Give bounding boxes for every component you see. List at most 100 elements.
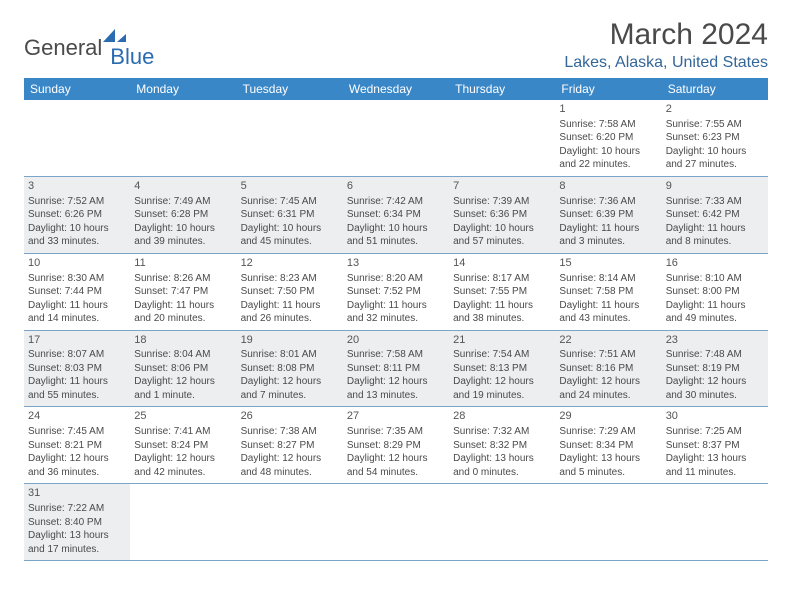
daylight-text: Daylight: 13 hours and 5 minutes. [559, 452, 657, 479]
daylight-text: Daylight: 12 hours and 30 minutes. [666, 375, 764, 402]
daylight-text: Daylight: 10 hours and 33 minutes. [28, 222, 126, 249]
calendar-cell: 4Sunrise: 7:49 AMSunset: 6:28 PMDaylight… [130, 176, 236, 253]
sunrise-text: Sunrise: 7:49 AM [134, 195, 232, 209]
day-number: 20 [347, 333, 445, 348]
sunrise-text: Sunrise: 8:26 AM [134, 272, 232, 286]
daylight-text: Daylight: 11 hours and 32 minutes. [347, 299, 445, 326]
daylight-text: Daylight: 12 hours and 36 minutes. [28, 452, 126, 479]
sunset-text: Sunset: 6:20 PM [559, 131, 657, 145]
calendar-cell: 10Sunrise: 8:30 AMSunset: 7:44 PMDayligh… [24, 253, 130, 330]
sunset-text: Sunset: 6:34 PM [347, 208, 445, 222]
daylight-text: Daylight: 12 hours and 42 minutes. [134, 452, 232, 479]
sunrise-text: Sunrise: 8:17 AM [453, 272, 551, 286]
sunrise-text: Sunrise: 7:29 AM [559, 425, 657, 439]
daylight-text: Daylight: 11 hours and 49 minutes. [666, 299, 764, 326]
day-number: 2 [666, 102, 764, 117]
sunset-text: Sunset: 6:42 PM [666, 208, 764, 222]
calendar-cell: 28Sunrise: 7:32 AMSunset: 8:32 PMDayligh… [449, 407, 555, 484]
day-number: 21 [453, 333, 551, 348]
dayheader: Monday [130, 78, 236, 100]
day-number: 11 [134, 256, 232, 271]
daylight-text: Daylight: 10 hours and 39 minutes. [134, 222, 232, 249]
calendar-cell: 23Sunrise: 7:48 AMSunset: 8:19 PMDayligh… [662, 330, 768, 407]
day-number: 1 [559, 102, 657, 117]
calendar-table: Sunday Monday Tuesday Wednesday Thursday… [24, 78, 768, 561]
sunrise-text: Sunrise: 8:01 AM [241, 348, 339, 362]
sunset-text: Sunset: 6:28 PM [134, 208, 232, 222]
daylight-text: Daylight: 12 hours and 54 minutes. [347, 452, 445, 479]
day-number: 9 [666, 179, 764, 194]
sunrise-text: Sunrise: 7:41 AM [134, 425, 232, 439]
sunrise-text: Sunrise: 7:22 AM [28, 502, 126, 516]
daylight-text: Daylight: 11 hours and 38 minutes. [453, 299, 551, 326]
calendar-cell: 12Sunrise: 8:23 AMSunset: 7:50 PMDayligh… [237, 253, 343, 330]
calendar-cell [130, 484, 236, 561]
day-number: 25 [134, 409, 232, 424]
calendar-row: 31Sunrise: 7:22 AMSunset: 8:40 PMDayligh… [24, 484, 768, 561]
calendar-cell: 6Sunrise: 7:42 AMSunset: 6:34 PMDaylight… [343, 176, 449, 253]
daylight-text: Daylight: 10 hours and 51 minutes. [347, 222, 445, 249]
daylight-text: Daylight: 13 hours and 11 minutes. [666, 452, 764, 479]
sunrise-text: Sunrise: 8:14 AM [559, 272, 657, 286]
daylight-text: Daylight: 13 hours and 0 minutes. [453, 452, 551, 479]
sunset-text: Sunset: 8:13 PM [453, 362, 551, 376]
day-number: 18 [134, 333, 232, 348]
daylight-text: Daylight: 11 hours and 8 minutes. [666, 222, 764, 249]
day-number: 14 [453, 256, 551, 271]
daylight-text: Daylight: 11 hours and 26 minutes. [241, 299, 339, 326]
calendar-cell: 16Sunrise: 8:10 AMSunset: 8:00 PMDayligh… [662, 253, 768, 330]
daylight-text: Daylight: 10 hours and 22 minutes. [559, 145, 657, 172]
calendar-cell: 20Sunrise: 7:58 AMSunset: 8:11 PMDayligh… [343, 330, 449, 407]
calendar-cell: 30Sunrise: 7:25 AMSunset: 8:37 PMDayligh… [662, 407, 768, 484]
daylight-text: Daylight: 10 hours and 45 minutes. [241, 222, 339, 249]
calendar-cell: 29Sunrise: 7:29 AMSunset: 8:34 PMDayligh… [555, 407, 661, 484]
day-number: 17 [28, 333, 126, 348]
sunset-text: Sunset: 7:55 PM [453, 285, 551, 299]
daylight-text: Daylight: 12 hours and 13 minutes. [347, 375, 445, 402]
sunrise-text: Sunrise: 8:07 AM [28, 348, 126, 362]
daylight-text: Daylight: 11 hours and 20 minutes. [134, 299, 232, 326]
calendar-cell: 18Sunrise: 8:04 AMSunset: 8:06 PMDayligh… [130, 330, 236, 407]
location: Lakes, Alaska, United States [564, 54, 768, 72]
daylight-text: Daylight: 10 hours and 57 minutes. [453, 222, 551, 249]
sunrise-text: Sunrise: 7:32 AM [453, 425, 551, 439]
dayheader: Wednesday [343, 78, 449, 100]
daylight-text: Daylight: 13 hours and 17 minutes. [28, 529, 126, 556]
sunset-text: Sunset: 8:11 PM [347, 362, 445, 376]
calendar-cell [555, 484, 661, 561]
calendar-cell: 22Sunrise: 7:51 AMSunset: 8:16 PMDayligh… [555, 330, 661, 407]
calendar-row: 24Sunrise: 7:45 AMSunset: 8:21 PMDayligh… [24, 407, 768, 484]
calendar-cell [237, 484, 343, 561]
month-title: March 2024 [564, 18, 768, 52]
day-number: 8 [559, 179, 657, 194]
logo-text-1: General [24, 35, 102, 61]
sunrise-text: Sunrise: 7:39 AM [453, 195, 551, 209]
calendar-cell [343, 100, 449, 176]
sunrise-text: Sunrise: 8:23 AM [241, 272, 339, 286]
calendar-row: 17Sunrise: 8:07 AMSunset: 8:03 PMDayligh… [24, 330, 768, 407]
daylight-text: Daylight: 11 hours and 43 minutes. [559, 299, 657, 326]
dayheader: Sunday [24, 78, 130, 100]
calendar-cell: 7Sunrise: 7:39 AMSunset: 6:36 PMDaylight… [449, 176, 555, 253]
calendar-cell [449, 484, 555, 561]
calendar-cell [130, 100, 236, 176]
day-number: 23 [666, 333, 764, 348]
sunset-text: Sunset: 8:19 PM [666, 362, 764, 376]
sunset-text: Sunset: 8:32 PM [453, 439, 551, 453]
day-number: 3 [28, 179, 126, 194]
sunset-text: Sunset: 7:44 PM [28, 285, 126, 299]
calendar-cell: 3Sunrise: 7:52 AMSunset: 6:26 PMDaylight… [24, 176, 130, 253]
sunrise-text: Sunrise: 7:51 AM [559, 348, 657, 362]
dayheader-row: Sunday Monday Tuesday Wednesday Thursday… [24, 78, 768, 100]
calendar-cell: 27Sunrise: 7:35 AMSunset: 8:29 PMDayligh… [343, 407, 449, 484]
calendar-cell: 15Sunrise: 8:14 AMSunset: 7:58 PMDayligh… [555, 253, 661, 330]
day-number: 15 [559, 256, 657, 271]
sunset-text: Sunset: 6:39 PM [559, 208, 657, 222]
daylight-text: Daylight: 12 hours and 48 minutes. [241, 452, 339, 479]
sunset-text: Sunset: 6:36 PM [453, 208, 551, 222]
sunrise-text: Sunrise: 8:20 AM [347, 272, 445, 286]
calendar-row: 10Sunrise: 8:30 AMSunset: 7:44 PMDayligh… [24, 253, 768, 330]
calendar-cell: 5Sunrise: 7:45 AMSunset: 6:31 PMDaylight… [237, 176, 343, 253]
sunrise-text: Sunrise: 7:35 AM [347, 425, 445, 439]
calendar-cell: 26Sunrise: 7:38 AMSunset: 8:27 PMDayligh… [237, 407, 343, 484]
